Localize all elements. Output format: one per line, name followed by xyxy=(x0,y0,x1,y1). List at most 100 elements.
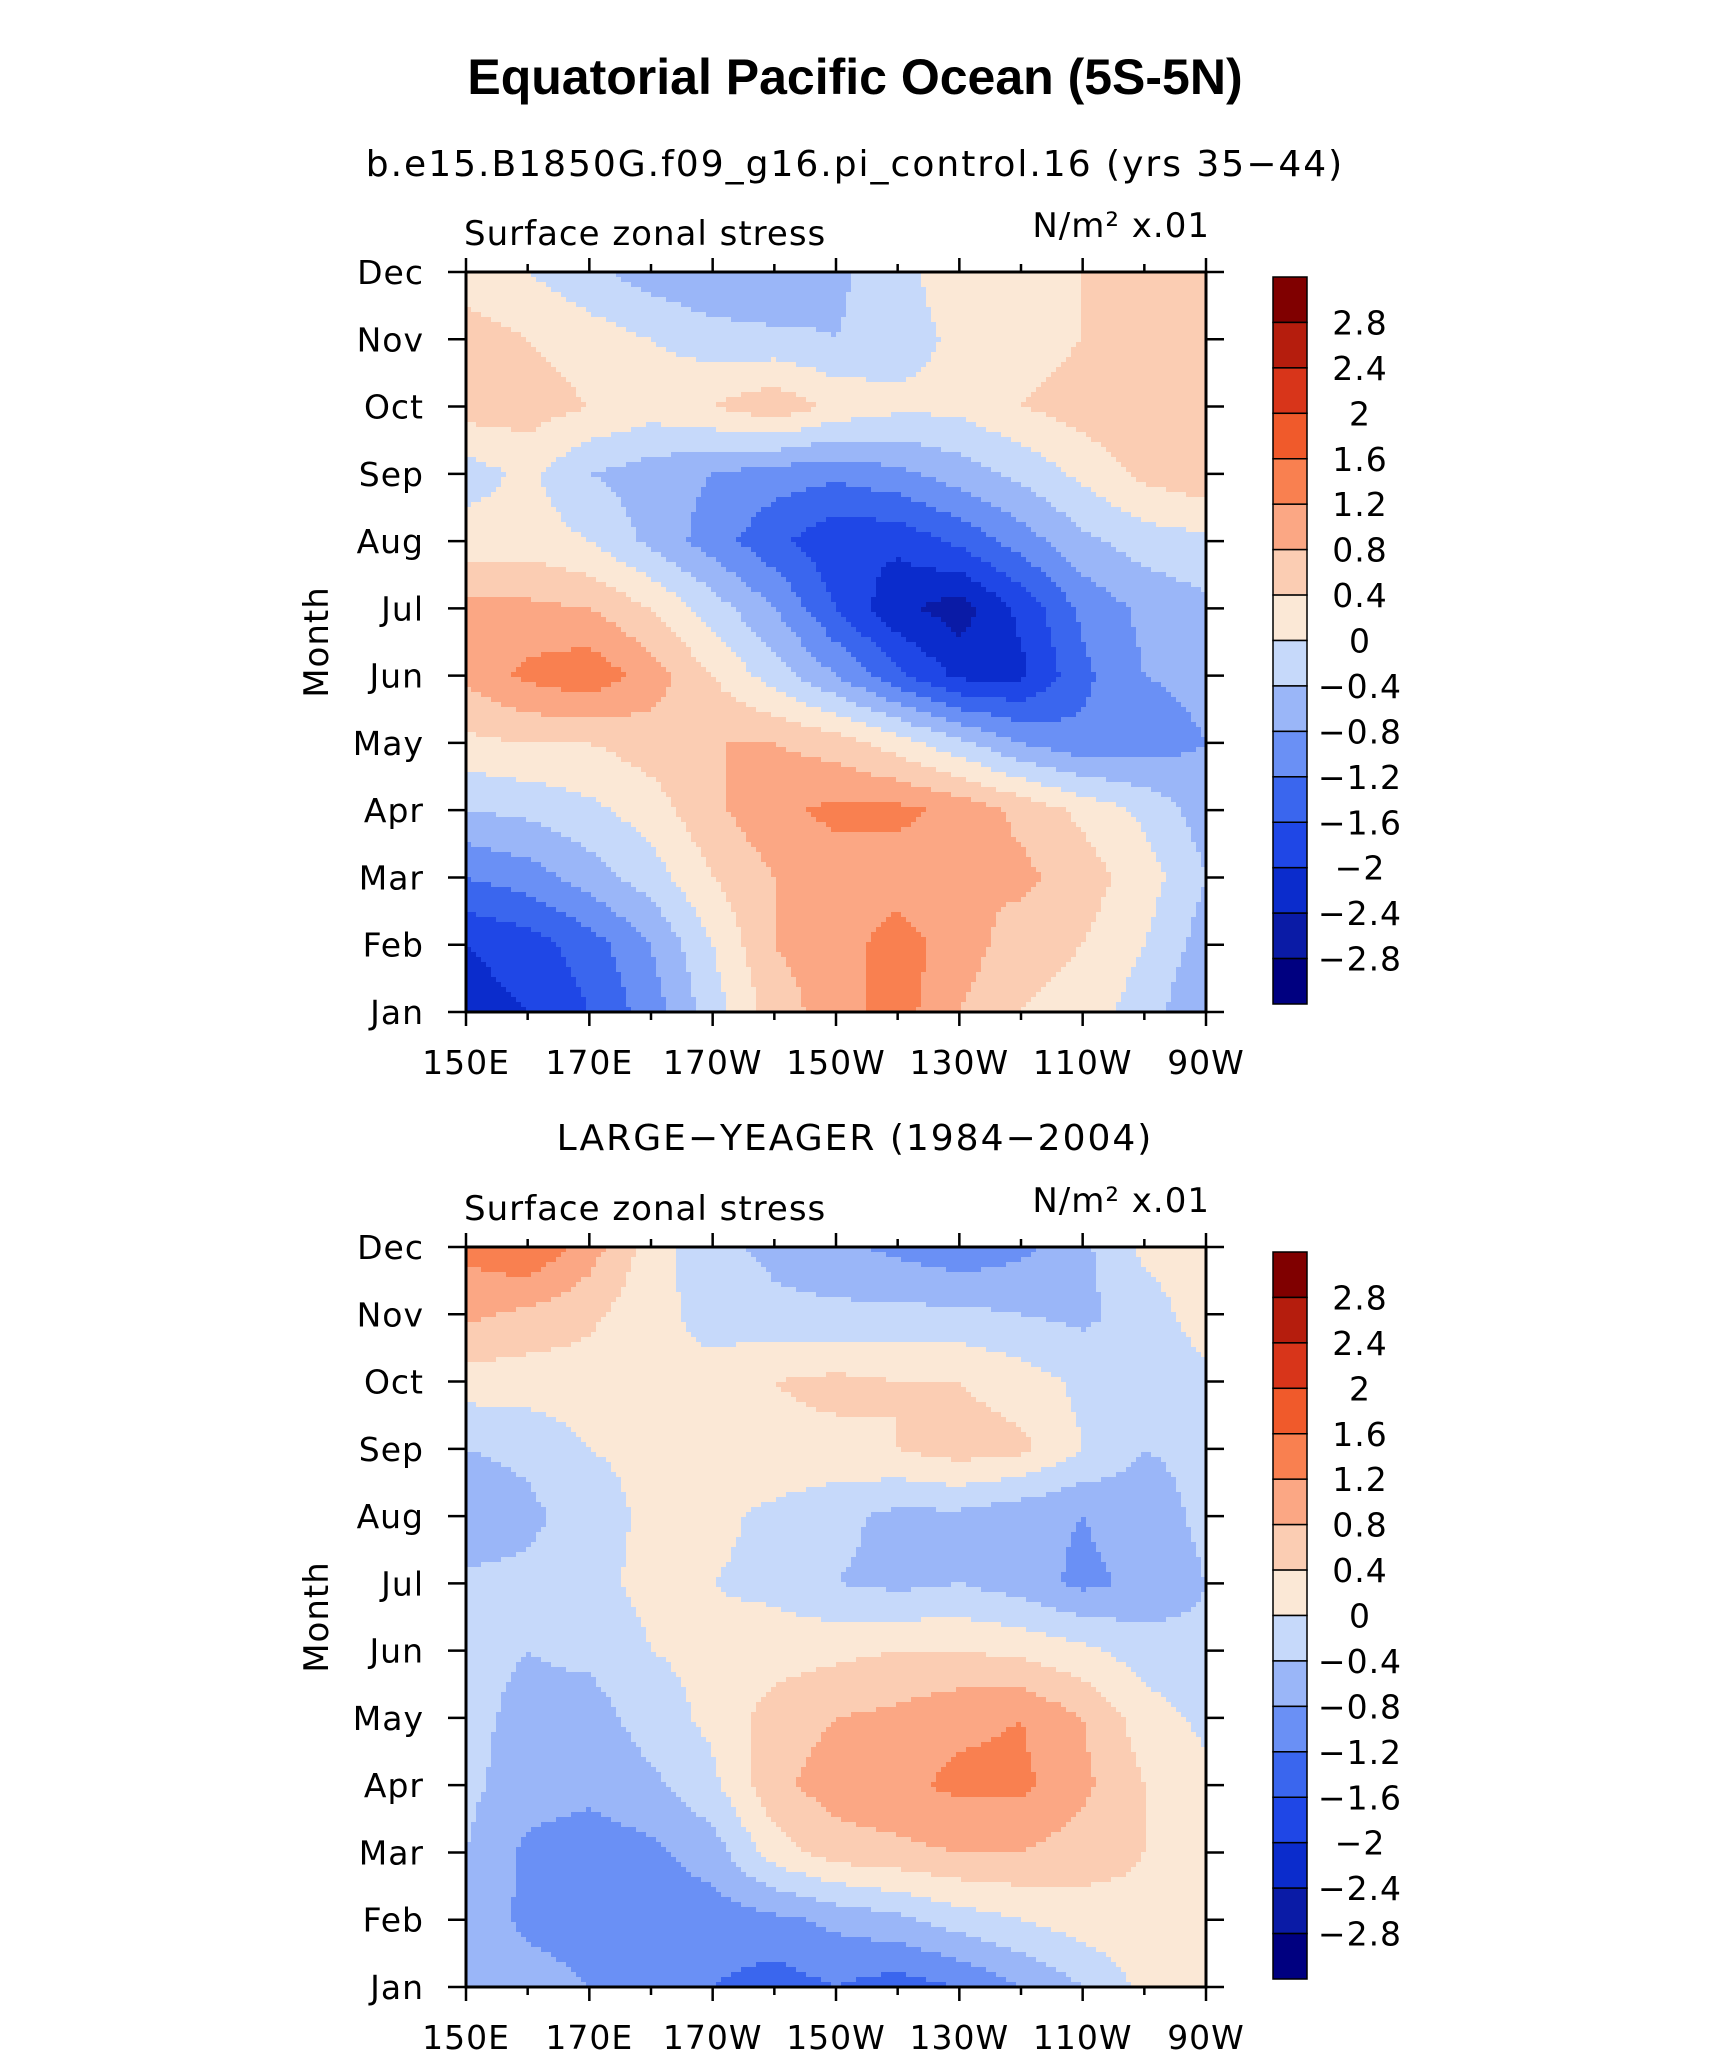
contour-cell xyxy=(926,297,1082,303)
contour-cell xyxy=(1051,577,1092,583)
contour-cell xyxy=(696,507,762,513)
contour-cell xyxy=(1131,472,1207,478)
contour-cell xyxy=(1126,602,1207,608)
contour-cell xyxy=(786,957,867,963)
contour-cell xyxy=(466,597,532,603)
contour-cell xyxy=(776,742,872,748)
contour-cell xyxy=(541,1527,632,1533)
contour-cell xyxy=(956,1957,1037,1963)
contour-cell xyxy=(681,567,727,573)
contour-cell xyxy=(911,822,1012,828)
contour-cell xyxy=(881,747,937,753)
contour-cell xyxy=(951,1582,967,1588)
contour-cell xyxy=(621,1292,682,1298)
contour-cell xyxy=(1091,927,1152,933)
contour-cell xyxy=(841,317,932,323)
contour-cell xyxy=(741,932,777,938)
contour-cell xyxy=(716,1827,747,1833)
contour-cell xyxy=(1146,1682,1207,1688)
contour-cell xyxy=(921,982,972,988)
contour-cell xyxy=(1031,392,1207,398)
contour-cell xyxy=(1141,952,1182,958)
contour-cell xyxy=(736,912,777,918)
contour-cell xyxy=(971,457,1047,463)
contour-cell xyxy=(926,962,982,968)
contour-cell xyxy=(596,897,652,903)
contour-cell xyxy=(846,1372,1052,1378)
contour-cell xyxy=(1031,1362,1207,1368)
contour-cell xyxy=(571,447,782,453)
contour-cell xyxy=(616,957,657,963)
contour-cell xyxy=(546,902,607,908)
contour-cell xyxy=(541,862,607,868)
contour-cell xyxy=(561,877,622,883)
contour-cell xyxy=(666,1002,697,1008)
contour-cell xyxy=(851,277,922,283)
contour-cell xyxy=(1031,1442,1082,1448)
contour-cell xyxy=(1091,1247,1137,1253)
contour-cell xyxy=(866,687,902,693)
contour-cell xyxy=(1021,1497,1182,1503)
contour-cell xyxy=(466,942,557,948)
contour-cell xyxy=(631,1517,742,1523)
contour-cell xyxy=(676,1247,747,1253)
contour-cell xyxy=(996,732,1202,738)
contour-cell xyxy=(1151,1452,1207,1458)
contour-cell xyxy=(606,1247,637,1253)
contour-cell xyxy=(971,1962,1047,1968)
contour-cell xyxy=(766,1602,1042,1608)
contour-cell xyxy=(1146,672,1207,678)
contour-cell xyxy=(806,1972,882,1978)
contour-cell xyxy=(1101,1307,1172,1313)
contour-cell xyxy=(896,1432,1027,1438)
contour-cell xyxy=(921,762,982,768)
contour-cell xyxy=(1111,542,1207,548)
contour-cell xyxy=(506,1272,532,1278)
contour-cell xyxy=(766,1857,827,1863)
contour-cell xyxy=(986,1347,1197,1353)
contour-cell xyxy=(601,802,672,808)
contour-cell xyxy=(1126,1872,1207,1878)
contour-cell xyxy=(801,1847,947,1853)
contour-cell xyxy=(466,1787,487,1793)
contour-cell xyxy=(1131,812,1182,818)
contour-cell xyxy=(626,462,792,468)
contour-cell xyxy=(466,1527,542,1533)
contour-cell xyxy=(466,1247,567,1253)
contour-cell xyxy=(851,1712,1077,1718)
contour-cell xyxy=(516,997,587,1003)
contour-cell xyxy=(1076,1482,1177,1488)
contour-cell xyxy=(721,1787,757,1793)
contour-cell xyxy=(1001,432,1087,438)
contour-cell xyxy=(466,1902,512,1908)
contour-cell xyxy=(811,407,1032,413)
contour-cell xyxy=(716,1982,832,1988)
contour-cell xyxy=(741,827,832,833)
contour-cell xyxy=(766,1692,932,1698)
colorbar-swatch xyxy=(1272,503,1308,551)
contour-cell xyxy=(761,637,802,643)
contour-cell xyxy=(556,1417,897,1423)
contour-cell xyxy=(776,1887,882,1893)
contour-cell xyxy=(946,1847,1027,1853)
contour-cell xyxy=(1041,782,1132,788)
contour-cell xyxy=(686,822,737,828)
contour-cell xyxy=(571,967,617,973)
contour-cell xyxy=(556,367,817,373)
contour-cell xyxy=(836,602,872,608)
contour-cell xyxy=(486,962,567,968)
contour-cell xyxy=(466,962,487,968)
contour-cell xyxy=(926,1842,1037,1848)
contour-cell xyxy=(1126,987,1172,993)
contour-cell xyxy=(1031,562,1072,568)
x-tick-label: 110W xyxy=(1033,2018,1133,2057)
contour-cell xyxy=(841,1817,1072,1823)
contour-cell xyxy=(1106,1952,1207,1958)
contour-cell xyxy=(1096,917,1152,923)
contour-cell xyxy=(1001,507,1057,513)
contour-cell xyxy=(771,712,837,718)
contour-cell xyxy=(466,702,502,708)
contour-cell xyxy=(1131,1462,1167,1468)
contour-cell xyxy=(466,1522,547,1528)
contour-cell xyxy=(476,1802,687,1808)
